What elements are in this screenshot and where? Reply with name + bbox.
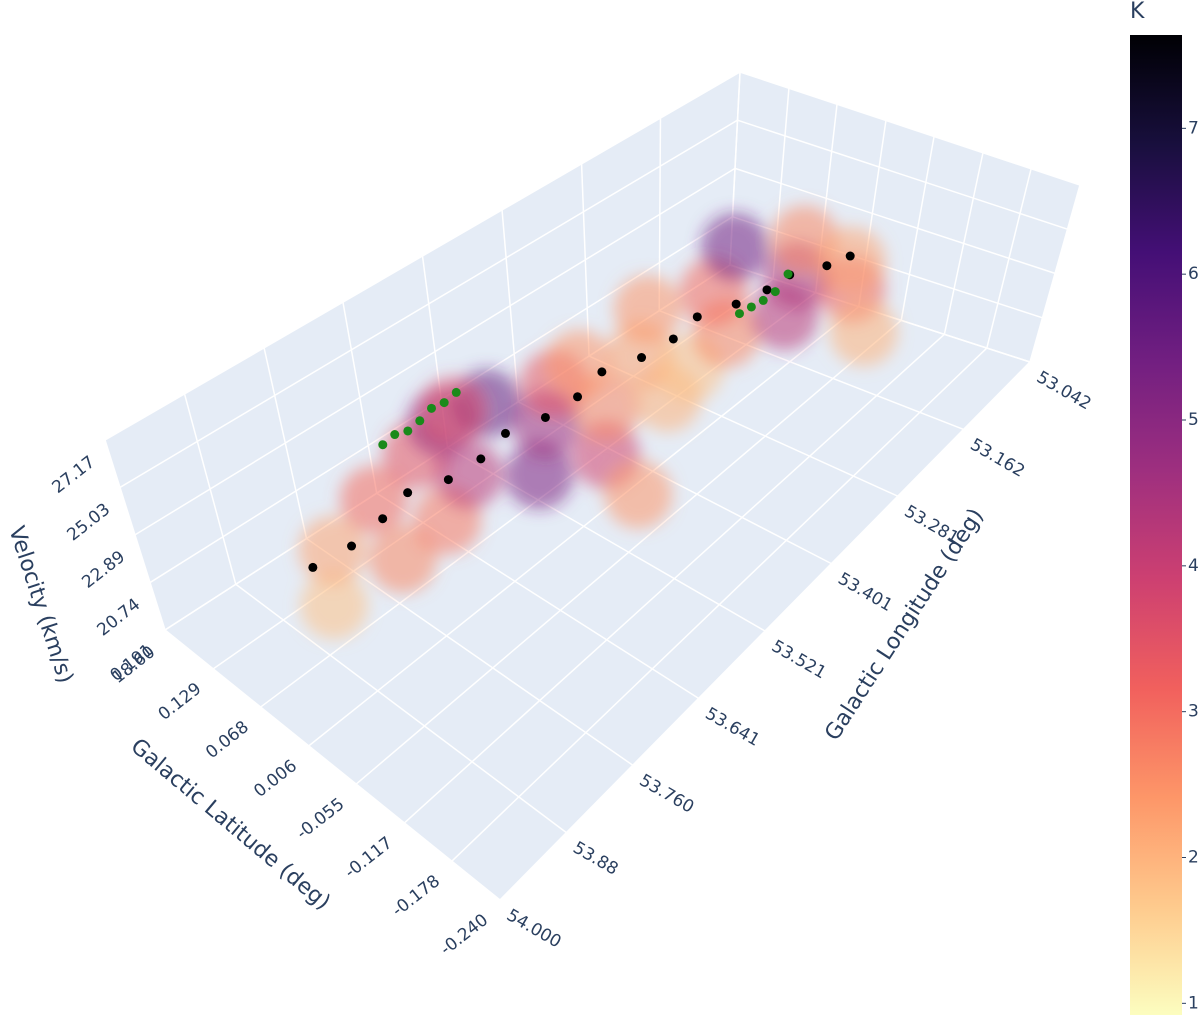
tick-label: 22.89 (78, 547, 129, 593)
grid-line (308, 306, 860, 747)
volume-cell (435, 440, 504, 509)
tick-label: 25.03 (63, 500, 114, 546)
point (822, 261, 832, 271)
grid-line (734, 167, 1056, 275)
tick-label: 53.162 (967, 435, 1029, 482)
point (403, 488, 413, 498)
tick-label: 20.74 (94, 595, 145, 641)
point (845, 251, 855, 261)
volume-cell (300, 571, 369, 640)
grid-line (164, 629, 501, 901)
point (540, 412, 550, 422)
colorbar-tick-label: 7 (1188, 118, 1199, 138)
point (476, 454, 486, 464)
grid-line (355, 319, 902, 785)
grid-line (104, 71, 741, 441)
grid-line (306, 537, 634, 766)
point (347, 541, 357, 551)
point (378, 514, 388, 524)
grid-line (134, 167, 736, 536)
volume-cell (613, 275, 682, 344)
points (308, 251, 855, 572)
tick-label: 54.000 (503, 905, 565, 952)
volume-cell (505, 441, 574, 510)
point (731, 299, 741, 309)
tick-label: 53.401 (834, 569, 896, 616)
point (762, 285, 772, 295)
wall (105, 72, 740, 630)
volume-cell (701, 212, 770, 281)
volume-cell (604, 460, 673, 529)
colorbar-tick-label: 4 (1188, 556, 1199, 576)
point (758, 295, 768, 305)
tick-label: -0.240 (437, 910, 493, 960)
volume-cell (339, 465, 408, 534)
grid-line (451, 347, 988, 862)
tick-label: -0.178 (388, 871, 444, 921)
axis-title: Velocity (km/s) (3, 523, 77, 686)
colorbar-tick-label: 2 (1188, 848, 1199, 868)
scene-walls (105, 72, 1080, 900)
volume-cell (829, 298, 898, 367)
point (308, 562, 318, 572)
point (783, 269, 793, 279)
point (734, 309, 744, 319)
volume-cell (817, 227, 886, 296)
tick-label: 0.068 (202, 717, 253, 763)
tick-label: -0.055 (293, 794, 349, 844)
point (439, 398, 449, 408)
point (415, 416, 425, 426)
grid-line (1029, 184, 1081, 363)
grid-line (499, 361, 1031, 901)
point (597, 367, 607, 377)
point (500, 428, 510, 438)
point (426, 403, 436, 413)
tick-label: 0.129 (155, 679, 206, 725)
wall (165, 265, 1030, 900)
colorbar-tick-label: 6 (1188, 264, 1199, 284)
point (390, 430, 400, 440)
tick-label: 27.17 (48, 452, 99, 498)
colorbar-tick-label: 5 (1188, 410, 1199, 430)
point (451, 387, 461, 397)
tick-label: 53.88 (569, 838, 621, 880)
volume (298, 205, 898, 640)
point (403, 426, 413, 436)
point (637, 353, 647, 363)
colorbar (1130, 35, 1182, 1015)
tick-label: 53.641 (702, 704, 764, 751)
volume-cell (368, 525, 437, 594)
grid-line (737, 119, 1068, 230)
point (443, 475, 453, 485)
colorbar-title: K (1130, 0, 1145, 24)
tick-label: 0.006 (250, 756, 301, 802)
grid-line (403, 333, 945, 824)
grid-line (235, 583, 567, 834)
grid-line (739, 71, 1081, 186)
tick-label: 53.042 (1033, 367, 1095, 414)
grid-line (104, 439, 166, 631)
volume-cell (545, 329, 614, 398)
point (573, 392, 583, 402)
volume-cell (418, 376, 487, 445)
point (378, 440, 388, 450)
point (668, 334, 678, 344)
grid-line (119, 119, 738, 489)
tick-label: 53.760 (636, 771, 698, 818)
colorbar-tick-label: 1 (1188, 993, 1199, 1013)
colorbar-tick-label: 3 (1188, 702, 1199, 722)
point (746, 302, 756, 312)
tick-label: -0.117 (341, 833, 397, 883)
point (770, 287, 780, 297)
point (692, 312, 702, 322)
tick-label: 53.521 (768, 636, 830, 683)
